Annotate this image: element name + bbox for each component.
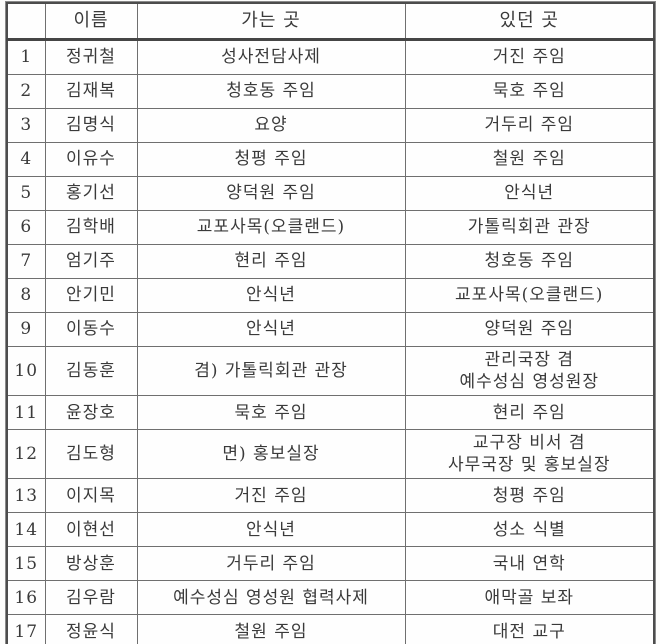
cell-destination: 성사전담사제: [136, 39, 406, 75]
table-row: 6 김학배 교포사목(오클랜드) 가톨릭회관 관장: [6, 210, 655, 245]
cell-name: 홍기선: [44, 176, 138, 211]
cell-destination: 철원 주임: [136, 614, 406, 644]
cell-name: 엄기주: [44, 244, 138, 279]
cell-origin: 거진 주임: [404, 39, 655, 75]
cell-name: 김명식: [44, 108, 138, 143]
cell-destination: 청호동 주임: [136, 74, 406, 109]
cell-destination: 묵호 주임: [136, 395, 406, 431]
cell-origin: 현리 주임: [404, 395, 655, 431]
table-row: 10 김동훈 겸) 가톨릭회관 관장 관리국장 겸 예수성심 영성원장: [6, 345, 655, 397]
cell-destination: 안식년: [136, 312, 406, 347]
header-destination: 가는 곳: [136, 2, 406, 41]
row-number: 11: [6, 395, 46, 431]
cell-destination: 청평 주임: [136, 142, 406, 177]
table-row: 15 방상훈 거두리 주임 국내 연학: [6, 546, 655, 582]
table-row: 2 김재복 청호동 주임 묵호 주임: [6, 74, 655, 109]
cell-origin: 양덕원 주임: [404, 312, 655, 347]
cell-origin: 안식년: [404, 176, 655, 211]
row-number: 8: [6, 278, 46, 313]
cell-destination: 안식년: [136, 278, 406, 313]
cell-name: 김도형: [44, 429, 138, 480]
table-row: 1 정귀철 성사전담사제 거진 주임: [6, 39, 655, 75]
table-row: 3 김명식 요양 거두리 주임: [6, 108, 655, 143]
cell-destination: 거진 주임: [136, 478, 406, 514]
cell-name: 김학배: [44, 210, 138, 245]
table-row: 12 김도형 면) 홍보실장 교구장 비서 겸 사무국장 및 홍보실장: [6, 429, 655, 480]
header-row: 이름 가는 곳 있던 곳: [6, 2, 655, 41]
table-row: 14 이현선 안식년 성소 식별: [6, 512, 655, 548]
cell-name: 이동수: [44, 312, 138, 347]
table-row: 4 이유수 청평 주임 철원 주임: [6, 142, 655, 177]
table-row: 16 김우람 예수성심 영성원 협력사제 애막골 보좌: [6, 580, 655, 616]
table-row: 17 정윤식 철원 주임 대전 교구: [6, 614, 655, 644]
header-name: 이름: [44, 2, 138, 41]
table-body: 1 정귀철 성사전담사제 거진 주임 2 김재복 청호동 주임 묵호 주임 3 …: [6, 39, 655, 644]
cell-destination: 거두리 주임: [136, 546, 406, 582]
cell-origin: 가톨릭회관 관장: [404, 210, 655, 245]
row-number: 12: [6, 429, 46, 480]
row-number: 5: [6, 176, 46, 211]
cell-name: 정귀철: [44, 39, 138, 75]
cell-origin: 관리국장 겸 예수성심 영성원장: [404, 345, 655, 397]
cell-destination: 현리 주임: [136, 244, 406, 279]
cell-name: 정윤식: [44, 614, 138, 644]
cell-name: 김우람: [44, 580, 138, 616]
cell-name: 이현선: [44, 512, 138, 548]
assignment-table: 이름 가는 곳 있던 곳 1 정귀철 성사전담사제 거진 주임 2 김재복 청호…: [6, 2, 655, 644]
cell-origin: 철원 주임: [404, 142, 655, 177]
header-index: [6, 2, 46, 41]
row-number: 2: [6, 74, 46, 109]
cell-name: 이지목: [44, 478, 138, 514]
cell-destination: 교포사목(오클랜드): [136, 210, 406, 245]
table-row: 7 엄기주 현리 주임 청호동 주임: [6, 244, 655, 279]
row-number: 10: [6, 345, 46, 397]
cell-destination: 양덕원 주임: [136, 176, 406, 211]
header-origin: 있던 곳: [404, 2, 655, 41]
cell-name: 이유수: [44, 142, 138, 177]
row-number: 1: [6, 39, 46, 75]
row-number: 6: [6, 210, 46, 245]
cell-origin: 성소 식별: [404, 512, 655, 548]
cell-name: 안기민: [44, 278, 138, 313]
cell-origin: 청호동 주임: [404, 244, 655, 279]
cell-origin: 애막골 보좌: [404, 580, 655, 616]
row-number: 15: [6, 546, 46, 582]
row-number: 9: [6, 312, 46, 347]
cell-destination: 요양: [136, 108, 406, 143]
row-number: 7: [6, 244, 46, 279]
table-row: 11 윤장호 묵호 주임 현리 주임: [6, 395, 655, 431]
cell-name: 방상훈: [44, 546, 138, 582]
row-number: 3: [6, 108, 46, 143]
cell-origin: 교포사목(오클랜드): [404, 278, 655, 313]
cell-destination: 면) 홍보실장: [136, 429, 406, 480]
cell-origin: 교구장 비서 겸 사무국장 및 홍보실장: [404, 429, 655, 480]
row-number: 14: [6, 512, 46, 548]
row-number: 17: [6, 614, 46, 644]
cell-origin: 국내 연학: [404, 546, 655, 582]
cell-origin: 청평 주임: [404, 478, 655, 514]
cell-name: 김동훈: [44, 345, 138, 397]
table-row: 9 이동수 안식년 양덕원 주임: [6, 312, 655, 347]
cell-origin: 대전 교구: [404, 614, 655, 644]
row-number: 4: [6, 142, 46, 177]
cell-name: 김재복: [44, 74, 138, 109]
row-number: 13: [6, 478, 46, 514]
cell-name: 윤장호: [44, 395, 138, 431]
table-row: 13 이지목 거진 주임 청평 주임: [6, 478, 655, 514]
table-row: 8 안기민 안식년 교포사목(오클랜드): [6, 278, 655, 313]
cell-origin: 묵호 주임: [404, 74, 655, 109]
cell-destination: 겸) 가톨릭회관 관장: [136, 345, 406, 397]
cell-destination: 예수성심 영성원 협력사제: [136, 580, 406, 616]
row-number: 16: [6, 580, 46, 616]
cell-destination: 안식년: [136, 512, 406, 548]
cell-origin: 거두리 주임: [404, 108, 655, 143]
table-row: 5 홍기선 양덕원 주임 안식년: [6, 176, 655, 211]
